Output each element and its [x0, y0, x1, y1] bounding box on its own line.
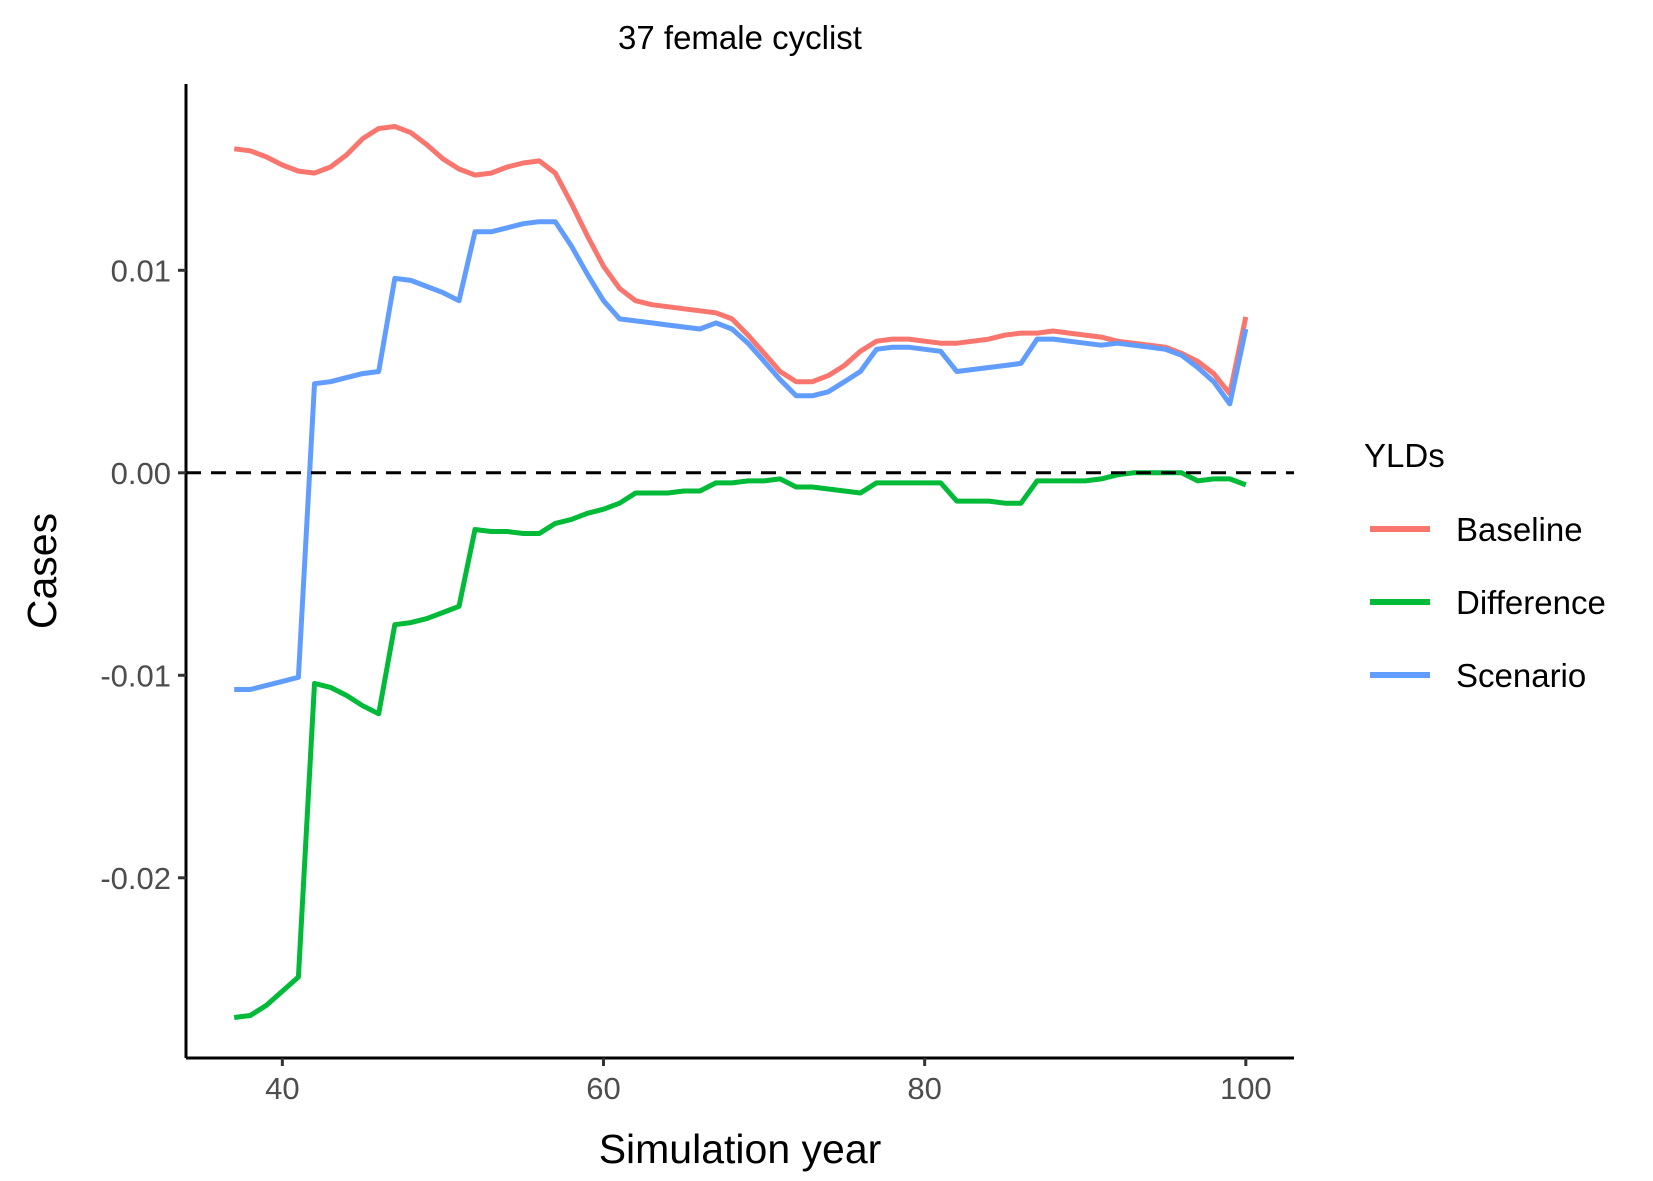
- x-tick-label: 100: [1220, 1071, 1272, 1106]
- x-tick-label: 40: [265, 1071, 299, 1106]
- x-tick-label: 80: [907, 1071, 941, 1106]
- y-tick-label: -0.02: [100, 861, 171, 896]
- legend-label-difference: Difference: [1456, 584, 1606, 621]
- x-axis-title: Simulation year: [599, 1126, 882, 1172]
- x-axis-ticks: 40 60 80 100: [265, 1058, 1272, 1106]
- chart-title: 37 female cyclist: [618, 19, 862, 56]
- series-line-baseline: [233, 124, 1249, 397]
- y-axis-title: Cases: [19, 513, 65, 629]
- y-axis-ticks: -0.02 -0.01 0.00 0.01: [100, 253, 186, 896]
- legend-items: Baseline Difference Scenario: [1370, 511, 1606, 694]
- legend-label-baseline: Baseline: [1456, 511, 1583, 548]
- y-tick-label: 0.01: [111, 253, 171, 288]
- legend-title: YLDs: [1364, 437, 1445, 474]
- y-tick-label: -0.01: [100, 658, 171, 693]
- series-layer: [233, 124, 1249, 1020]
- x-tick-label: 60: [586, 1071, 620, 1106]
- series-line-scenario: [234, 219, 1249, 692]
- y-tick-label: 0.00: [111, 456, 171, 491]
- series-line-difference: [233, 470, 1247, 1020]
- legend-label-scenario: Scenario: [1456, 657, 1586, 694]
- legend: YLDs Baseline Difference Scenario: [1364, 437, 1606, 694]
